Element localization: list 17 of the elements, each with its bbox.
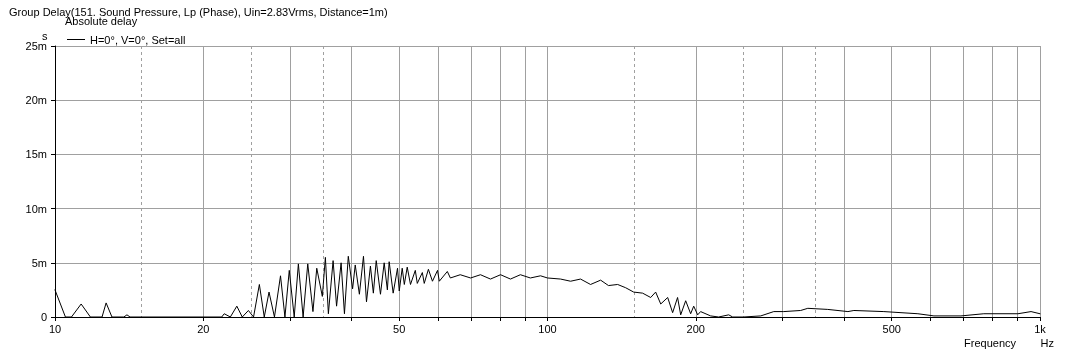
y-axis-title: s: [42, 29, 48, 42]
y-tick-label: 20m: [25, 94, 47, 107]
x-tick-label: 10: [48, 322, 62, 335]
y-tick-label: 25m: [25, 40, 47, 52]
legend-label: H=0°, V=0°, Set=all: [90, 33, 186, 46]
x-tick-label: 200: [686, 322, 705, 335]
x-tick-label: 20: [197, 322, 210, 335]
y-tick-label: 5m: [31, 256, 47, 269]
text: Hz: [1040, 336, 1055, 349]
x-tick-label: 100: [538, 322, 557, 335]
x-tick-label: 1k: [1034, 322, 1047, 335]
x-tick-label: 500: [882, 322, 901, 335]
x-axis-title: Frequency: [964, 336, 1017, 349]
y-tick-label: 15m: [25, 148, 47, 161]
x-tick-label: 50: [393, 322, 406, 335]
y-tick-label: 10m: [25, 202, 47, 215]
y-tick-label: 0: [40, 311, 47, 323]
